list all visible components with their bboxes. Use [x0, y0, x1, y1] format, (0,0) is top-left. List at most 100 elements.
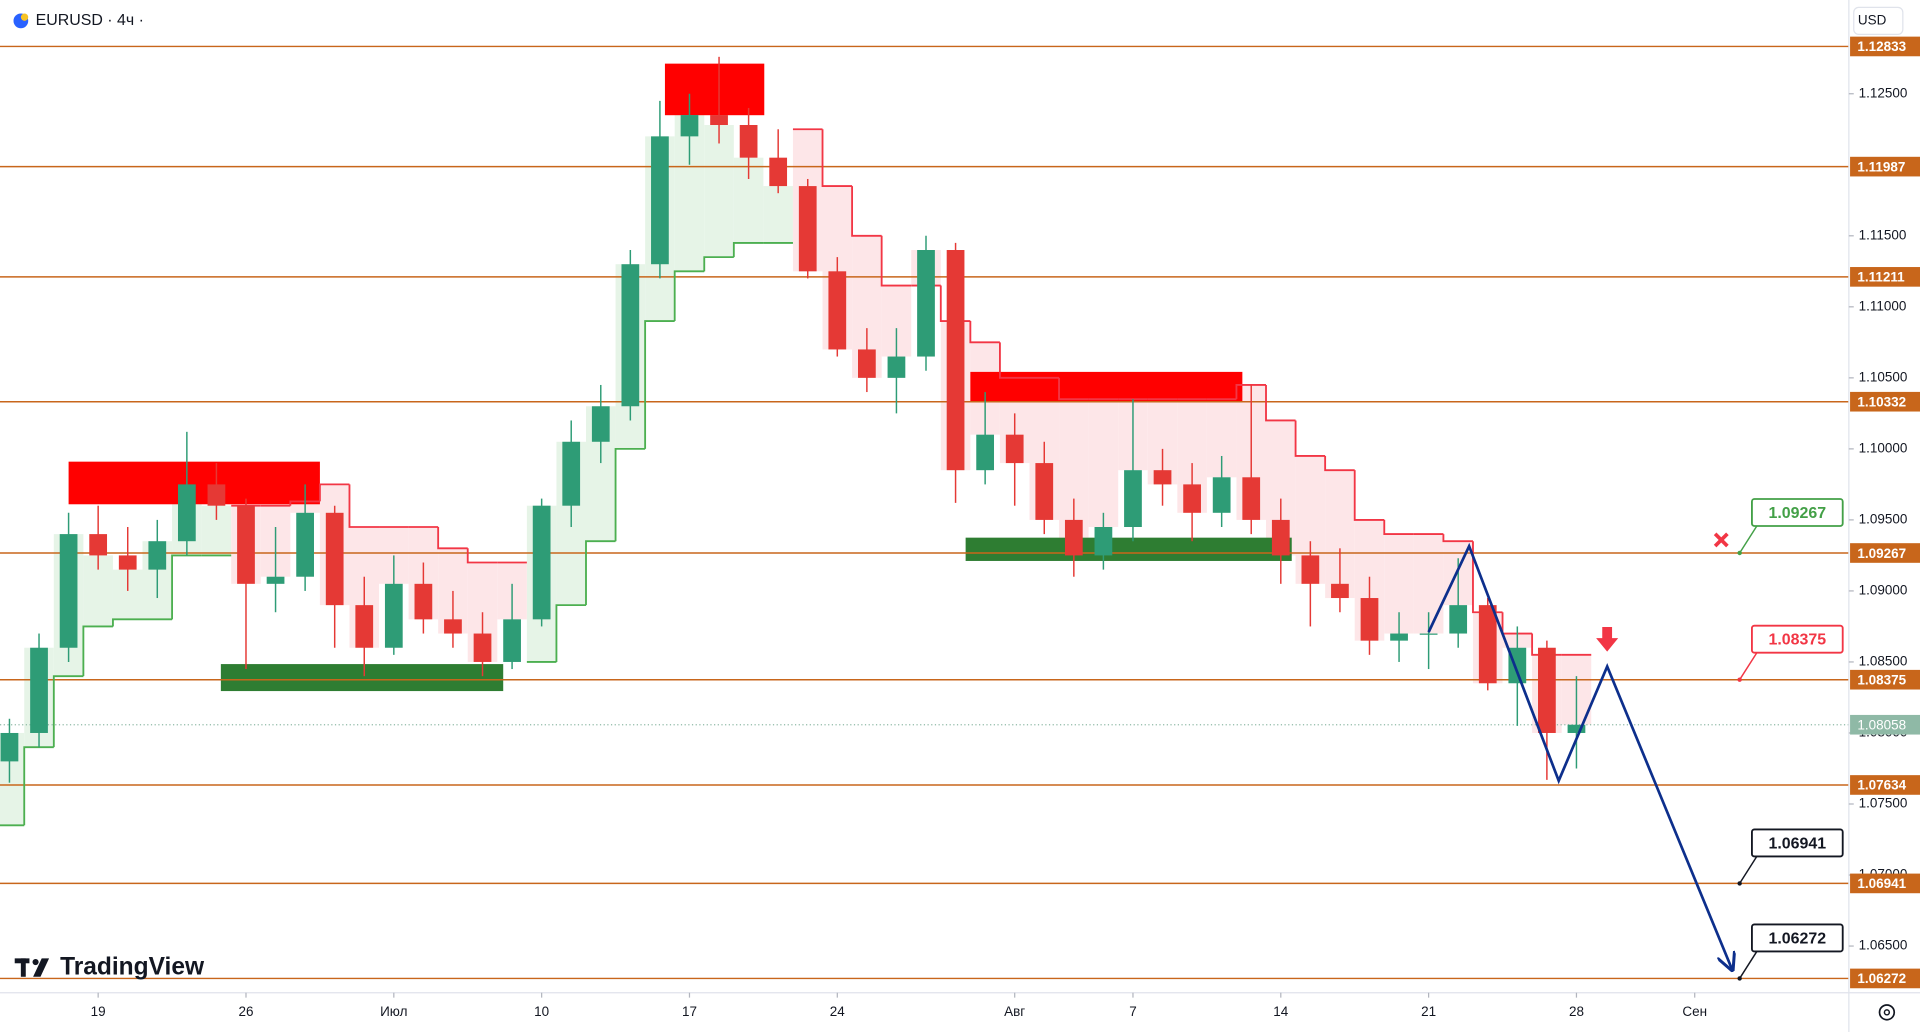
symbol-title[interactable]: EURUSD · 4ч · [36, 12, 144, 29]
candle-body [148, 541, 167, 570]
stop-line [1265, 384, 1296, 422]
stop-line [1235, 384, 1267, 400]
cross-stroke [1713, 532, 1729, 548]
candle-body [355, 605, 374, 648]
last-price-bg [1850, 714, 1920, 735]
candle-body [946, 250, 965, 471]
stop-line [644, 320, 675, 449]
cross-marker [1713, 532, 1729, 548]
currency-button[interactable] [1853, 6, 1904, 35]
candle-body [1419, 633, 1438, 635]
candle-body [0, 732, 19, 762]
currency-label[interactable]: USD [1858, 12, 1887, 27]
stop-line [703, 256, 734, 272]
y-tick-label: 1.11500 [1859, 227, 1907, 242]
callout-box [1751, 828, 1844, 858]
level-label: 1.10332 [1857, 395, 1906, 410]
candle-body [651, 136, 669, 265]
candle-body [680, 115, 699, 137]
callout-connector [1739, 525, 1758, 554]
projection-line [1427, 542, 1733, 970]
stop-line [732, 241, 764, 258]
candle-body [207, 484, 226, 506]
level-label-bg [1850, 391, 1920, 412]
stop-line [289, 500, 320, 506]
label-layer: 1.12833 1.11987 1.11211 1.10332 1.09267 1.083… [1737, 36, 1920, 989]
candle-body [1035, 463, 1054, 520]
candle-body [1301, 555, 1320, 584]
stop-line [1324, 455, 1355, 472]
stop-line [171, 554, 202, 620]
callout-box [1751, 923, 1844, 953]
settings-icon-center [1883, 1009, 1891, 1016]
candle-body [1094, 527, 1113, 556]
stop-line [555, 604, 586, 662]
x-tick-label: 19 [91, 1004, 106, 1019]
candle-layer [0, 56, 1586, 783]
candle-body [414, 583, 433, 620]
stop-line [969, 321, 1000, 344]
zone [664, 63, 765, 116]
y-tick-label: 1.11000 [1859, 298, 1907, 313]
last-price-label: 1.08058 [1857, 718, 1906, 733]
candle-body [887, 356, 906, 378]
x-tick-label: 14 [1273, 1004, 1288, 1019]
candle-body [59, 534, 78, 648]
candle-body [1390, 633, 1408, 641]
candle-body [237, 505, 255, 584]
down-arrow-marker [1596, 627, 1619, 652]
brand-logo[interactable]: TradingView [14, 954, 205, 981]
level-label-bg [1850, 873, 1920, 894]
stop-line [348, 484, 380, 528]
callout-label: 1.06941 [1769, 835, 1827, 852]
stop-line [52, 675, 84, 748]
stop-layer [0, 128, 1592, 827]
stop-line [437, 527, 468, 550]
level-label: 1.09267 [1857, 546, 1906, 561]
x-tick-label: 7 [1129, 1004, 1136, 1019]
level-label-bg [1850, 543, 1920, 563]
x-tick-label: Авг [1004, 1004, 1025, 1019]
callout-connector [1739, 652, 1758, 681]
level-label-bg [1850, 669, 1920, 690]
level-label-bg [1850, 156, 1920, 177]
candle-body [266, 576, 285, 584]
candle-body [591, 406, 610, 442]
zone [220, 664, 504, 692]
level-label: 1.07634 [1857, 778, 1906, 793]
candle-body [1508, 647, 1527, 684]
projection-layer [1427, 542, 1733, 970]
stop-line [112, 618, 143, 627]
candle-body [1538, 647, 1556, 733]
stop-line [880, 235, 912, 287]
callout-anchor [1737, 550, 1742, 556]
candle-body [89, 534, 108, 556]
callout-box [1751, 624, 1844, 654]
callout-anchor [1737, 976, 1742, 981]
level-label: 1.06941 [1857, 876, 1906, 891]
y-tick-label: 1.08500 [1859, 654, 1908, 669]
candle-body [562, 441, 581, 506]
y-tick-label: 1.09500 [1859, 511, 1908, 526]
candle-body [858, 349, 876, 378]
stop-line [673, 270, 705, 322]
candle-body [1331, 583, 1349, 599]
candle-body [1271, 519, 1290, 556]
candle-body [1360, 598, 1379, 641]
candle-body [30, 647, 48, 733]
stop-line [1058, 377, 1089, 401]
level-label: 1.11987 [1857, 159, 1905, 174]
stop-line [82, 625, 113, 677]
level-label: 1.12833 [1857, 39, 1906, 54]
y-tick-label: 1.10500 [1859, 369, 1908, 384]
stop-line [23, 746, 54, 826]
candle-body [1242, 477, 1261, 520]
candle-body [1183, 484, 1201, 513]
settings-icon[interactable] [1878, 1004, 1896, 1021]
callout-label: 1.08375 [1769, 632, 1827, 649]
y-tick-label: 1.07500 [1859, 796, 1908, 811]
trend-fill [704, 125, 734, 258]
candle-body [1124, 470, 1142, 528]
stop-line [1442, 534, 1473, 543]
stop-line [585, 540, 616, 606]
